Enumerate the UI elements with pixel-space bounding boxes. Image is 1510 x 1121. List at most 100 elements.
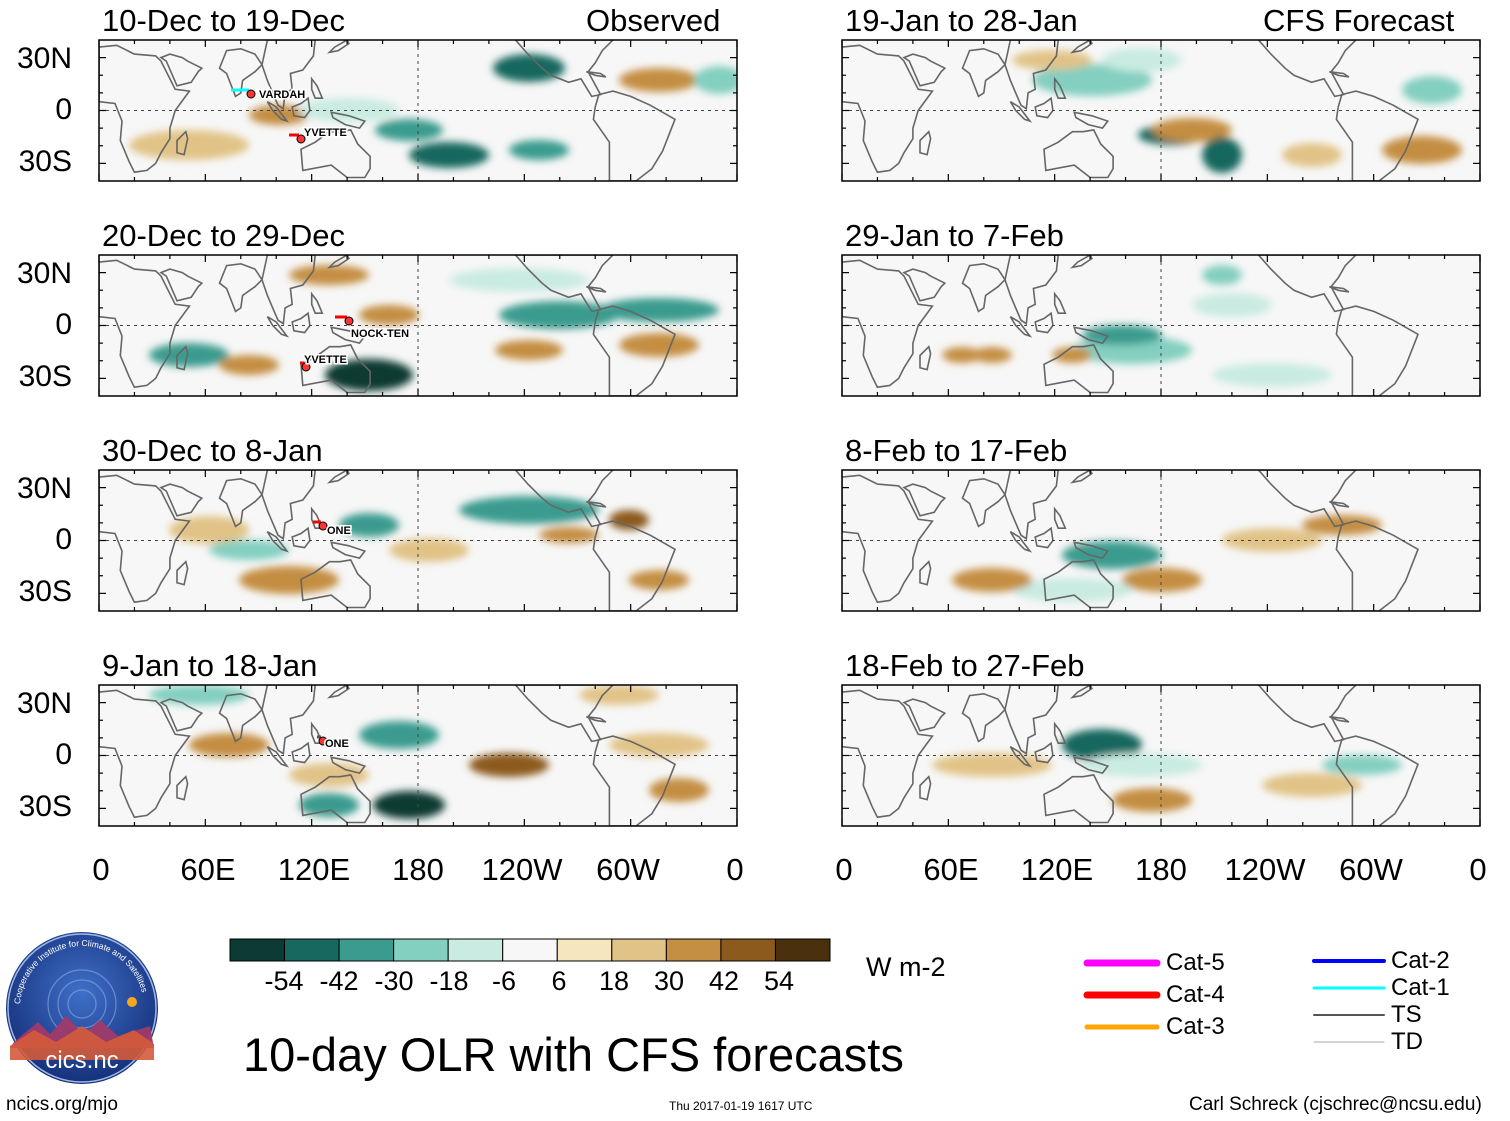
olr-anomaly [129,130,249,160]
olr-anomaly [629,570,689,590]
coastline [514,40,615,98]
lon-label: 60E [923,852,979,887]
coastline [261,470,317,541]
coastline [1053,721,1067,745]
olr-anomaly [375,119,443,141]
olr-anomaly [1112,788,1192,812]
olr-anomaly [972,347,1012,363]
coastline [1004,470,1060,541]
coastline [1069,255,1093,269]
colorbar-tick: 30 [653,966,685,996]
legend-label: Cat-1 [1391,974,1450,1001]
coastline [1329,500,1350,508]
coastline [1257,40,1358,98]
coastline [1009,531,1033,553]
coastline [218,692,264,743]
coastline [1069,40,1093,54]
legend-label: Cat-3 [1166,1013,1225,1040]
coastline [919,775,932,801]
olr-anomaly [249,105,309,125]
lon-label: 120W [1224,852,1306,887]
olr-anomaly [1082,325,1162,345]
coastline [1053,291,1067,315]
colorbar-swatch [338,938,395,962]
coastline [592,735,676,826]
colorbar-tick: -54 [264,966,304,996]
coastline [902,268,947,302]
main-title: 10-day OLR with CFS forecasts [243,1028,904,1081]
coastline [218,477,264,528]
lat-label: 0 [55,308,72,341]
footer-credit: Carl Schreck (cjschrec@ncsu.edu) [1189,1094,1482,1115]
coastline [1257,470,1358,528]
olr-anomaly [694,66,737,94]
panel-title: 19-Jan to 28-Jan [845,3,1078,38]
lon-label: 120E [277,852,351,887]
olr-anomaly [1192,293,1272,317]
olr-anomaly [1062,729,1142,761]
coastline [902,698,947,732]
olr-anomaly [932,753,1052,777]
olr-map-panel [841,39,1481,182]
lat-label: 0 [55,93,72,126]
coastline [330,756,367,775]
coastline [1335,520,1419,611]
storm-symbol [296,134,306,144]
coastline [159,698,204,732]
coastline [310,291,324,315]
olr-map-panel [841,684,1481,827]
olr-anomaly [619,68,699,92]
panel-title: 29-Jan to 7-Feb [845,218,1064,253]
lon-label: 0 [835,852,853,887]
lon-label: 120W [481,852,563,887]
coastline [1335,735,1419,826]
olr-anomaly [609,733,709,757]
olr-map-panel: ONE [98,684,738,827]
olr-anomaly [373,791,445,819]
olr-anomaly [409,142,489,168]
olr-anomaly [493,54,565,82]
coastline [176,130,189,156]
olr-map-panel [841,469,1481,612]
coastline [300,559,371,609]
coastline [99,689,191,819]
olr-anomaly [649,778,709,802]
coastline [159,53,204,87]
coastline [1004,685,1060,756]
coastline [99,474,191,604]
coastline [842,44,934,174]
storm-legend [1083,959,1386,1043]
panel-title: 18-Feb to 27-Feb [845,648,1085,683]
olr-map-panel: VARDAH YVETTE [98,39,738,182]
coastline [1009,101,1033,123]
olr-map-panel: ONE [98,469,738,612]
olr-map-panel: NOCK-TEN YVETTE [98,254,738,397]
coastline [176,345,189,371]
colorbar-swatch [229,938,286,962]
lat-label: 30N [16,687,72,720]
olr-anomaly [299,793,359,817]
coastline [326,255,350,269]
coastline [310,506,324,530]
lat-label: 0 [55,523,72,556]
coastline [1043,344,1114,394]
olr-anomaly [1012,578,1132,602]
coastline [99,259,191,389]
coastline [300,344,371,394]
colorbar-swatch [720,938,776,962]
lon-label: 60E [180,852,236,887]
coastline [330,111,367,130]
olr-anomaly [1262,773,1362,797]
coastline [1069,470,1093,484]
panel-title: 20-Dec to 29-Dec [102,218,345,253]
coastline [1329,715,1350,723]
olr-anomaly [239,566,339,594]
coastline [586,285,607,293]
coastline [310,721,324,745]
colorbar-swatch [774,938,831,962]
storm-label: YVETTE [304,127,347,139]
olr-anomaly [1382,136,1462,164]
olr-anomaly [619,333,699,357]
colorbar-swatch [502,938,558,962]
coastline [919,345,932,371]
